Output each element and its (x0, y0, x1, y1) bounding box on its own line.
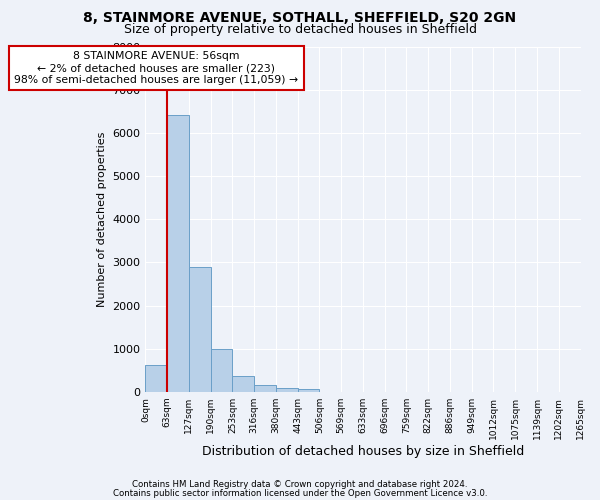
Bar (167, 114, 189, 392)
Text: Contains HM Land Registry data © Crown copyright and database right 2024.: Contains HM Land Registry data © Crown c… (132, 480, 468, 489)
Text: Size of property relative to detached houses in Sheffield: Size of property relative to detached ho… (124, 22, 476, 36)
Bar (276, 388, 298, 392)
Y-axis label: Number of detached properties: Number of detached properties (97, 132, 107, 307)
Bar (189, 266, 211, 392)
Bar (298, 388, 319, 392)
Text: 8 STAINMORE AVENUE: 56sqm
← 2% of detached houses are smaller (223)
98% of semi-: 8 STAINMORE AVENUE: 56sqm ← 2% of detach… (14, 52, 298, 84)
Text: Contains public sector information licensed under the Open Government Licence v3: Contains public sector information licen… (113, 488, 487, 498)
Bar (232, 376, 254, 392)
Text: 8, STAINMORE AVENUE, SOTHALL, SHEFFIELD, S20 2GN: 8, STAINMORE AVENUE, SOTHALL, SHEFFIELD,… (83, 11, 517, 25)
Bar (211, 349, 232, 392)
X-axis label: Distribution of detached houses by size in Sheffield: Distribution of detached houses by size … (202, 444, 524, 458)
Bar (145, 365, 167, 392)
Bar (254, 384, 276, 392)
